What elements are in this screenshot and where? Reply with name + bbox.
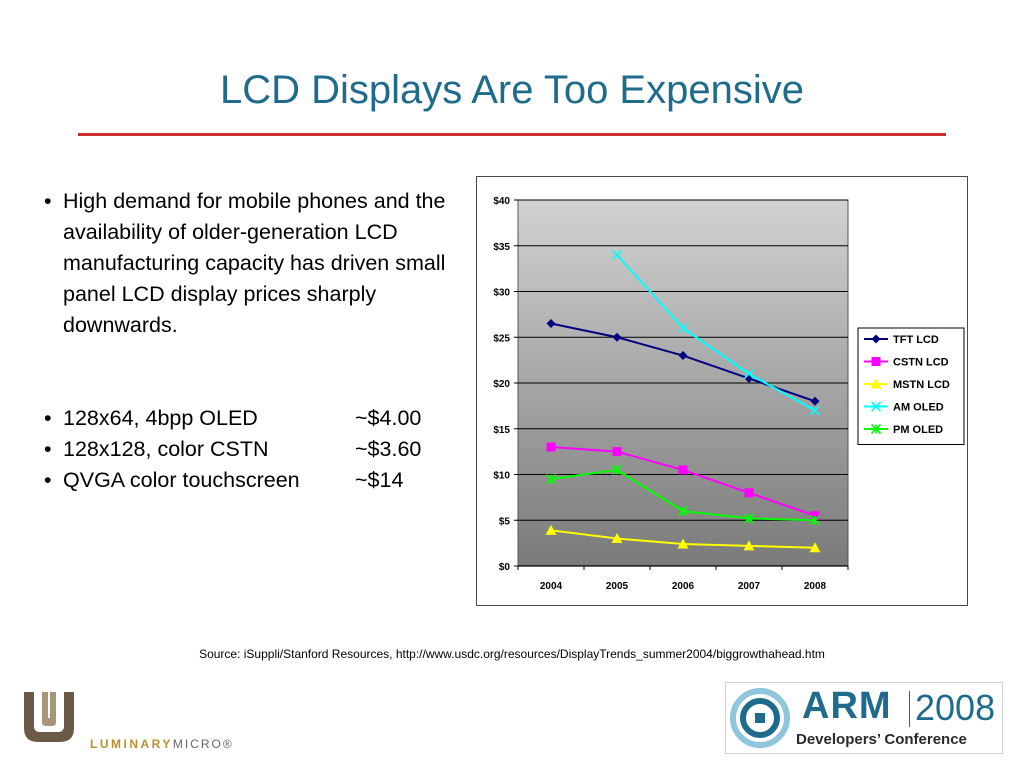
data-point-am-oled xyxy=(611,249,623,260)
price-item: • 128x64, 4bpp OLED ~$4.00 xyxy=(44,403,454,434)
display-price: ~$4.00 xyxy=(355,406,422,430)
data-point-tft-lcd xyxy=(810,396,820,406)
data-point-cstn-lcd xyxy=(744,488,754,498)
legend-label: TFT LCD xyxy=(893,334,939,346)
x-tick-label: 2006 xyxy=(672,581,695,592)
legend-marker-am-oled xyxy=(870,401,882,412)
data-point-pm-oled xyxy=(743,513,755,524)
display-price: ~$14 xyxy=(355,468,404,492)
y-tick-label: $0 xyxy=(499,562,511,573)
arm-year: 2008 xyxy=(915,687,996,728)
x-tick-label: 2004 xyxy=(540,581,563,592)
data-point-am-oled xyxy=(677,323,689,334)
legend-label: PM OLED xyxy=(893,424,943,436)
data-point-am-oled xyxy=(743,368,755,379)
data-point-pm-oled xyxy=(545,474,557,485)
data-point-tft-lcd xyxy=(678,351,688,361)
x-tick-label: 2005 xyxy=(606,581,629,592)
y-tick-label: $10 xyxy=(493,471,510,482)
price-item: • 128x128, color CSTN ~$3.60 xyxy=(44,434,454,465)
arm-divider xyxy=(909,691,910,727)
bullet-marker: • xyxy=(44,406,52,430)
data-point-tft-lcd xyxy=(612,332,622,342)
bullet-marker: • xyxy=(44,468,52,492)
title-divider xyxy=(78,133,946,136)
arm-conference-logo: ARM 2008 Developers’ Conference xyxy=(725,682,1003,754)
data-point-am-oled xyxy=(809,405,821,416)
y-tick-label: $35 xyxy=(493,242,510,253)
data-point-mstn-lcd xyxy=(809,542,821,553)
slide-title: LCD Displays Are Too Expensive xyxy=(220,68,804,112)
data-point-tft-lcd xyxy=(744,373,754,383)
luminary-brand: LUMINARY xyxy=(90,737,173,751)
bullet-marker: • xyxy=(44,437,52,461)
bullet-text: High demand for mobile phones and the av… xyxy=(63,189,446,337)
data-point-pm-oled xyxy=(611,464,623,475)
series-line-am-oled xyxy=(616,254,816,412)
data-point-pm-oled xyxy=(677,506,689,517)
x-tick-label: 2008 xyxy=(804,581,827,592)
price-item: • QVGA color touchscreen ~$14 xyxy=(44,465,454,496)
data-point-cstn-lcd xyxy=(810,511,820,521)
arm-logo-icon xyxy=(730,688,790,748)
y-tick-label: $40 xyxy=(493,196,510,207)
legend-marker-cstn-lcd xyxy=(871,357,881,366)
price-chart: $0 $5 $10 $15 $20 $25 $30 $35 $40 2004 2005 2006 200… xyxy=(476,176,968,606)
data-point-tft-lcd xyxy=(546,319,556,329)
legend-marker-mstn-lcd xyxy=(870,378,882,389)
legend-label: MSTN LCD xyxy=(893,379,950,391)
luminary-wordmark: LUMINARYMICRO® xyxy=(90,737,234,751)
display-type-label: QVGA color touchscreen xyxy=(63,468,300,492)
legend-label: CSTN LCD xyxy=(893,357,949,369)
y-tick-label: $20 xyxy=(493,379,510,390)
bullet-item: • High demand for mobile phones and the … xyxy=(44,186,454,341)
data-point-mstn-lcd xyxy=(545,524,557,535)
data-point-mstn-lcd xyxy=(677,538,689,549)
luminary-logo-icon xyxy=(24,692,74,742)
y-tick-label: $5 xyxy=(499,516,511,527)
data-point-mstn-lcd xyxy=(743,540,755,551)
y-tick-label: $25 xyxy=(493,333,510,344)
luminary-suffix: MICRO xyxy=(172,737,223,751)
legend-label: AM OLED xyxy=(893,402,944,414)
y-tick-label: $15 xyxy=(493,425,510,436)
arm-tagline: Developers’ Conference xyxy=(796,731,967,748)
bullet-marker: • xyxy=(44,189,52,213)
display-type-label: 128x64, 4bpp OLED xyxy=(63,406,258,430)
bullet-list: • High demand for mobile phones and the … xyxy=(44,186,454,496)
display-price: ~$3.60 xyxy=(355,437,422,461)
registered-mark: ® xyxy=(222,737,234,751)
display-type-label: 128x128, color CSTN xyxy=(63,437,269,461)
arm-wordmark: ARM xyxy=(802,685,892,727)
data-point-cstn-lcd xyxy=(678,465,688,475)
legend-marker-pm-oled xyxy=(870,423,882,435)
legend-marker-tft-lcd xyxy=(871,334,881,344)
data-point-cstn-lcd xyxy=(612,447,622,457)
y-tick-label: $30 xyxy=(493,288,510,299)
x-tick-label: 2007 xyxy=(738,581,761,592)
chart-svg: $0 $5 $10 $15 $20 $25 $30 $35 $40 2004 2005 2006 200… xyxy=(493,196,965,592)
data-point-mstn-lcd xyxy=(611,533,623,544)
data-point-pm-oled xyxy=(809,515,821,526)
luminary-logo xyxy=(18,686,80,753)
source-citation: Source: iSuppli/Stanford Resources, http… xyxy=(199,647,825,661)
data-point-cstn-lcd xyxy=(546,442,556,452)
